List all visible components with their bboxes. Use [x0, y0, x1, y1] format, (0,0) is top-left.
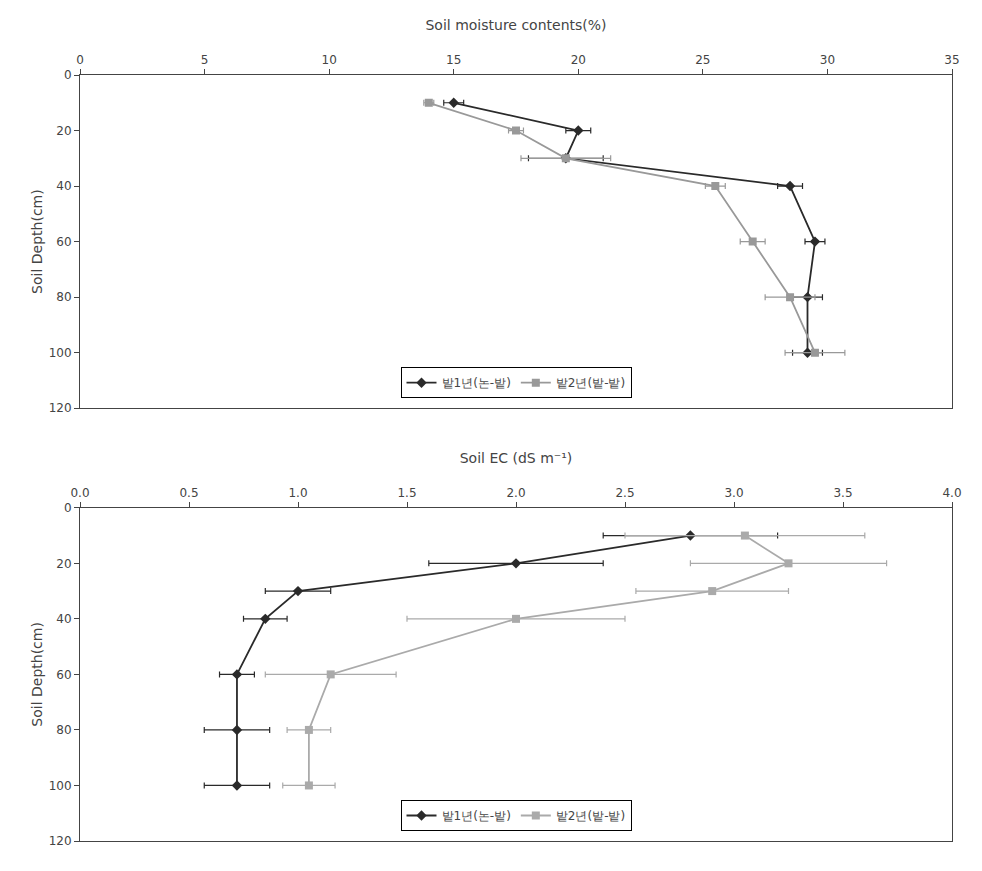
svg-text:0.5: 0.5	[179, 486, 198, 500]
svg-text:20: 20	[56, 124, 71, 138]
svg-text:밭1년(논-밭): 밭1년(논-밭)	[442, 809, 511, 823]
svg-text:80: 80	[56, 723, 71, 737]
svg-text:Soil Depth(cm): Soil Depth(cm)	[29, 622, 45, 727]
svg-text:3.5: 3.5	[833, 486, 852, 500]
svg-text:0: 0	[64, 501, 72, 515]
svg-text:0: 0	[76, 53, 84, 67]
svg-text:1.0: 1.0	[288, 486, 307, 500]
svg-text:2.0: 2.0	[506, 486, 525, 500]
svg-text:Soil EC (dS m⁻¹): Soil EC (dS m⁻¹)	[460, 450, 573, 466]
svg-text:Soil Depth(cm): Soil Depth(cm)	[29, 189, 45, 294]
svg-text:5: 5	[201, 53, 209, 67]
svg-text:밭2년(밭-밭): 밭2년(밭-밭)	[556, 376, 625, 390]
svg-text:15: 15	[446, 53, 461, 67]
svg-text:밭2년(밭-밭): 밭2년(밭-밭)	[556, 809, 625, 823]
svg-text:4.0: 4.0	[942, 486, 961, 500]
svg-text:120: 120	[49, 834, 72, 848]
svg-text:100: 100	[49, 779, 72, 793]
svg-text:60: 60	[56, 235, 71, 249]
svg-text:35: 35	[944, 53, 959, 67]
svg-text:20: 20	[571, 53, 586, 67]
svg-text:1.5: 1.5	[397, 486, 416, 500]
svg-text:30: 30	[820, 53, 835, 67]
svg-text:80: 80	[56, 290, 71, 304]
svg-text:60: 60	[56, 668, 71, 682]
svg-text:3.0: 3.0	[724, 486, 743, 500]
svg-text:0.0: 0.0	[70, 486, 89, 500]
svg-text:밭1년(논-밭): 밭1년(논-밭)	[442, 376, 511, 390]
svg-text:25: 25	[695, 53, 710, 67]
svg-text:2.5: 2.5	[615, 486, 634, 500]
svg-text:10: 10	[321, 53, 336, 67]
svg-text:0: 0	[64, 68, 72, 82]
svg-text:100: 100	[49, 346, 72, 360]
svg-text:Soil moisture contents(%): Soil moisture contents(%)	[425, 17, 606, 33]
svg-text:40: 40	[56, 179, 71, 193]
svg-text:20: 20	[56, 557, 71, 571]
svg-text:120: 120	[49, 401, 72, 415]
svg-text:40: 40	[56, 612, 71, 626]
